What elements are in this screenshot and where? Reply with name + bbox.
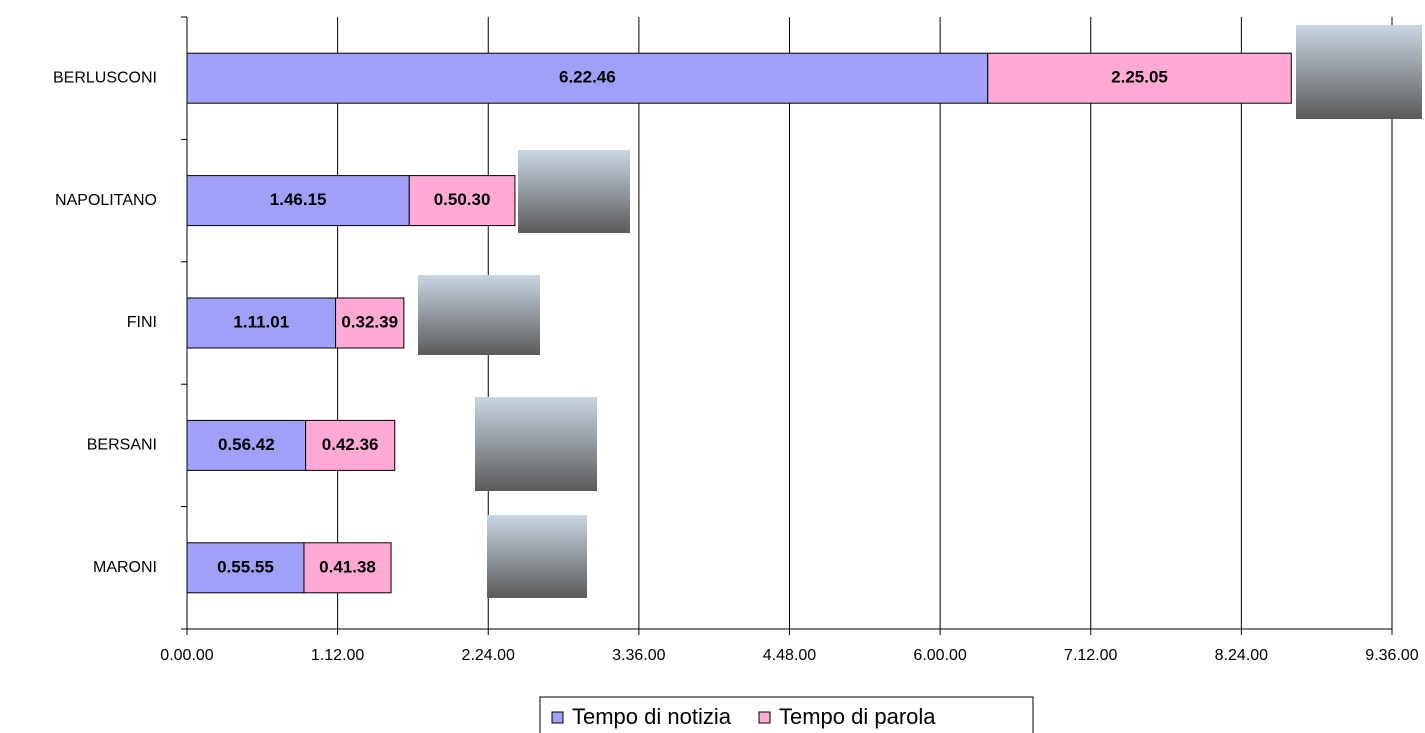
photo [1296, 25, 1422, 119]
x-tick-label: 2.24.00 [462, 647, 515, 664]
data-label: 0.32.39 [341, 312, 398, 331]
x-tick-label: 9.36.00 [1365, 647, 1418, 664]
photo [518, 150, 630, 233]
x-tick-label: 8.24.00 [1215, 647, 1268, 664]
legend-swatch [551, 711, 564, 724]
bar-segment [303, 542, 392, 594]
bar-segment [408, 175, 516, 227]
data-label: 0.42.36 [322, 435, 379, 454]
data-label: 2.25.05 [1111, 68, 1168, 87]
x-tick-label: 4.48.00 [763, 647, 816, 664]
legend-box [539, 696, 1034, 733]
y-tick-label: BERSANI [87, 437, 157, 454]
photo [475, 397, 597, 491]
data-label: 0.41.38 [319, 557, 376, 576]
x-tick-label: 6.00.00 [913, 647, 966, 664]
y-tick-label: NAPOLITANO [55, 192, 157, 209]
bar-segment [987, 52, 1292, 104]
bar-segment [186, 419, 307, 471]
legend-label: Tempo di parola [779, 704, 936, 729]
data-label: 1.46.15 [270, 190, 327, 209]
x-tick-label: 3.36.00 [612, 647, 665, 664]
legend-label: Tempo di notizia [572, 704, 732, 729]
data-label: 0.56.42 [218, 435, 275, 454]
bar-segment [186, 175, 410, 227]
data-label: 1.11.01 [233, 312, 289, 331]
y-tick-label: BERLUSCONI [53, 69, 157, 86]
bar-segment [186, 297, 337, 349]
y-tick-label: MARONI [93, 559, 157, 576]
x-tick-label: 0.00.00 [160, 647, 213, 664]
bar-segment [305, 419, 396, 471]
legend-swatch [758, 711, 771, 724]
bar-segment [335, 297, 405, 349]
x-tick-label: 1.12.00 [311, 647, 364, 664]
data-label: 6.22.46 [559, 68, 616, 87]
x-tick-label: 7.12.00 [1064, 647, 1117, 664]
y-tick-label: FINI [127, 314, 157, 331]
data-label: 0.50.30 [434, 190, 491, 209]
photo [418, 275, 540, 355]
data-label: 0.55.55 [217, 557, 274, 576]
photo [487, 515, 587, 598]
